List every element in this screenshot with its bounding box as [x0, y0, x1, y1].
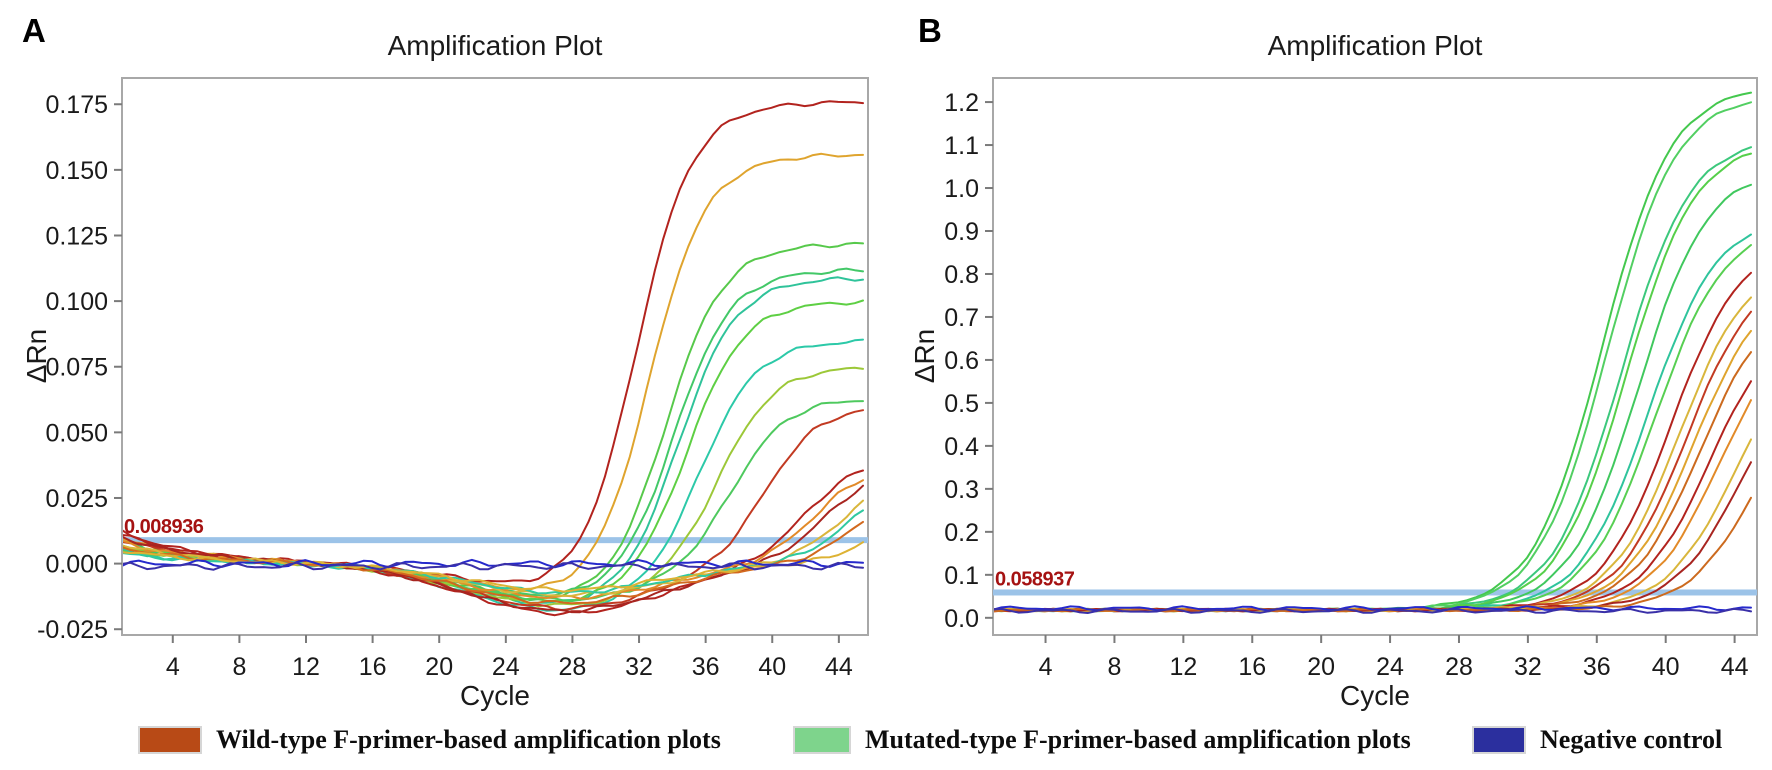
y-tick-label: 0.1 [944, 562, 979, 590]
y-tick-label: 0.5 [944, 390, 979, 418]
x-tick-label: 20 [425, 653, 453, 681]
amplification-curve-wild-type [994, 380, 1752, 613]
threshold-label: 0.058937 [995, 568, 1075, 590]
x-tick-label: 36 [692, 653, 720, 681]
amplification-curve-mutated [123, 276, 864, 604]
y-tick-label: 1.1 [944, 132, 979, 160]
legend-item-mutated-type: Mutated-type F-primer-based amplificatio… [793, 725, 1411, 755]
mutated-type-swatch [793, 726, 851, 754]
x-tick-label: 8 [1107, 653, 1121, 681]
amplification-curve-wild-type [123, 152, 864, 591]
y-tick-label: 0.050 [45, 419, 108, 447]
x-tick-label: 20 [1307, 653, 1335, 681]
x-tick-label: 12 [1169, 653, 1197, 681]
legend-item-wild-type: Wild-type F-primer-based amplification p… [138, 725, 721, 755]
amplification-curve-wild-type [994, 461, 1752, 613]
threshold-line [993, 589, 1757, 596]
panel-a-xlabel: Cycle [460, 680, 530, 711]
amplification-curve-negative [123, 561, 864, 571]
x-tick-label: 40 [1652, 653, 1680, 681]
panel-a-chart: A Amplification Plot ΔRn Cycle 4 8 12 16 20 2… [21, 12, 869, 711]
y-tick-label: 0.025 [45, 485, 108, 513]
y-tick-label: 0.100 [45, 288, 108, 316]
y-tick-label: 0.175 [45, 91, 108, 119]
legend-label-wild-type: Wild-type F-primer-based amplification p… [216, 725, 721, 754]
panel-b-chart: B Amplification Plot ΔRn Cycle 4 8 12 16 20 2… [909, 12, 1758, 711]
amplification-curve-wild-type [994, 296, 1752, 613]
y-tick-label: 0.8 [944, 261, 979, 289]
amplification-curve-negative [123, 558, 864, 569]
x-tick-label: 8 [232, 653, 246, 681]
y-tick-label: 1.2 [944, 89, 979, 117]
x-tick-label: 44 [825, 653, 853, 681]
x-tick-label: 4 [166, 653, 180, 681]
x-tick-label: 16 [1238, 653, 1266, 681]
legend-item-negative-control: Negative control [1472, 725, 1722, 755]
y-tick-label: 0.9 [944, 218, 979, 246]
panel-b-ylabel: ΔRn [909, 329, 940, 384]
x-tick-label: 24 [1376, 653, 1404, 681]
plot-border [992, 77, 1758, 636]
curves-group [123, 100, 864, 617]
y-tick-label: 1.0 [944, 175, 979, 203]
amplification-curve-mutated [123, 400, 864, 603]
panel-b-title: Amplification Plot [1268, 30, 1483, 61]
y-tick-label: 0.7 [944, 304, 979, 332]
panel-a-title: Amplification Plot [388, 30, 603, 61]
y-tick-label: 0.3 [944, 476, 979, 504]
plot-border [121, 77, 869, 636]
y-tick-label: 0.2 [944, 519, 979, 547]
amplification-curve-mutated [994, 101, 1752, 613]
amplification-curve-wild-type [123, 520, 864, 605]
y-tick-label: -0.025 [37, 616, 108, 644]
wild-type-swatch [138, 726, 202, 754]
x-tick-label: 44 [1721, 653, 1749, 681]
amplification-curve-wild-type [994, 329, 1752, 613]
y-tick-label: 0.6 [944, 347, 979, 375]
x-tick-label: 16 [359, 653, 387, 681]
threshold-label: 0.008936 [124, 516, 204, 538]
x-tick-label: 36 [1583, 653, 1611, 681]
y-tick-label: 0.4 [944, 433, 979, 461]
y-tick-label: 0.0 [944, 605, 979, 633]
panel-b-letter: B [918, 12, 942, 49]
x-tick-label: 24 [492, 653, 520, 681]
x-tick-label: 28 [1445, 653, 1473, 681]
panel-a-plot-area: 4 8 12 16 20 24 28 32 36 40 44 -0.025 0.000 0.025 0.05… [37, 77, 869, 681]
x-tick-label: 12 [292, 653, 320, 681]
negative-control-swatch [1472, 726, 1526, 754]
legend-label-mutated-type: Mutated-type F-primer-based amplificatio… [865, 725, 1411, 754]
amplification-curve-mutated [994, 244, 1752, 613]
panel-a-letter: A [22, 12, 46, 49]
y-tick-label: 0.000 [45, 551, 108, 579]
y-tick-label: 0.150 [45, 157, 108, 185]
panel-b-plot-area: 4 8 12 16 20 24 28 32 36 40 44 0.0 0.1 0.2 0.3 0.4 0.5 0.… [944, 77, 1758, 681]
x-tick-label: 28 [559, 653, 587, 681]
amplification-curve-mutated [123, 267, 864, 597]
panel-b-xlabel: Cycle [1340, 680, 1410, 711]
amplification-curve-mutated [994, 91, 1752, 613]
amplification-curve-negative [994, 607, 1752, 614]
x-tick-label: 40 [758, 653, 786, 681]
legend-label-negative-control: Negative control [1540, 725, 1723, 754]
y-tick-label: 0.125 [45, 222, 108, 250]
x-tick-label: 32 [625, 653, 653, 681]
threshold-line [122, 537, 868, 544]
x-tick-label: 32 [1514, 653, 1542, 681]
curves-group [994, 91, 1752, 614]
panel-a-ylabel: ΔRn [21, 329, 52, 384]
x-tick-label: 4 [1039, 653, 1053, 681]
y-tick-label: 0.075 [45, 354, 108, 382]
